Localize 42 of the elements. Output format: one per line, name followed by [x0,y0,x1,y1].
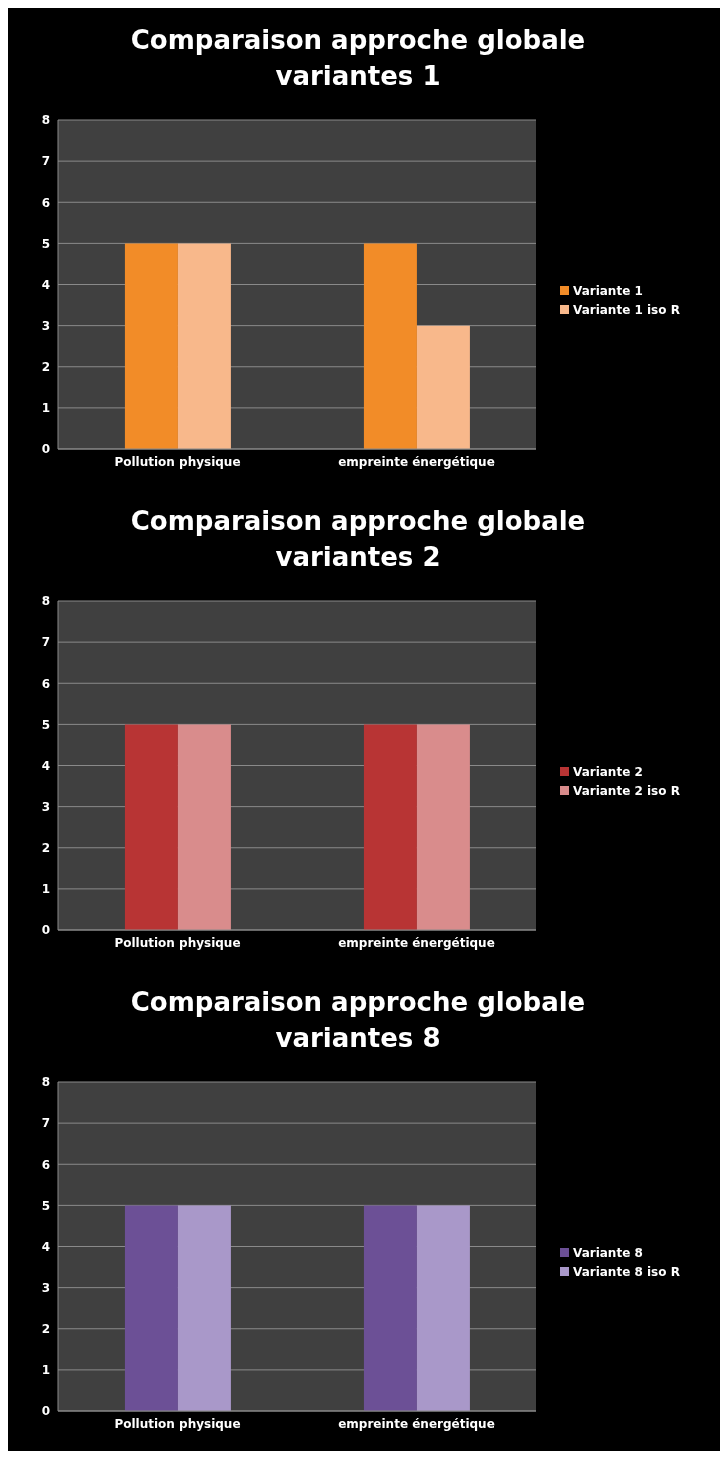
y-tick-label: 1 [41,882,50,897]
chart-title: Comparaison approche globale variantes 2 [129,505,587,574]
y-tick-label: 0 [41,442,50,457]
x-tick-label: Pollution physique [114,454,241,469]
legend-label: Variante 2 iso R [573,783,680,798]
y-tick-label: 7 [41,1116,50,1131]
x-tick-label: empreinte énergétique [338,935,495,950]
y-tick-label: 7 [41,635,50,650]
y-tick-label: 6 [41,195,50,210]
y-tick-label: 4 [41,758,50,773]
y-tick-label: 0 [41,923,50,938]
legend-label: Variante 2 [573,764,643,779]
y-tick-label: 8 [41,594,50,609]
y-tick-label: 5 [41,1198,50,1213]
legend-label: Variante 8 [573,1245,643,1260]
y-tick-label: 6 [41,1157,50,1172]
y-tick-label: 5 [41,717,50,732]
x-tick-label: empreinte énergétique [338,454,495,469]
y-tick-label: 2 [41,1322,50,1337]
y-tick-label: 1 [41,1363,50,1378]
y-tick-label: 3 [41,799,50,814]
y-tick-label: 5 [41,236,50,251]
y-tick-label: 1 [41,401,50,416]
chart-title: Comparaison approche globale variantes 8 [129,986,587,1055]
legend-label: Variante 1 iso R [573,302,680,317]
y-tick-label: 3 [41,318,50,333]
y-tick-label: 6 [41,676,50,691]
y-tick-label: 3 [41,1280,50,1295]
legend-label: Variante 1 [573,283,643,298]
y-tick-label: 8 [41,113,50,128]
y-tick-label: 4 [41,1239,50,1254]
x-tick-label: Pollution physique [114,935,241,950]
legend-label: Variante 8 iso R [573,1264,680,1279]
y-tick-label: 2 [41,841,50,856]
x-tick-label: Pollution physique [114,1416,241,1431]
y-tick-label: 2 [41,360,50,375]
y-tick-label: 4 [41,277,50,292]
y-tick-label: 8 [41,1075,50,1090]
chart-title: Comparaison approche globale variantes 1 [129,24,587,93]
x-tick-label: empreinte énergétique [338,1416,495,1431]
y-tick-label: 7 [41,154,50,169]
y-tick-label: 0 [41,1404,50,1419]
